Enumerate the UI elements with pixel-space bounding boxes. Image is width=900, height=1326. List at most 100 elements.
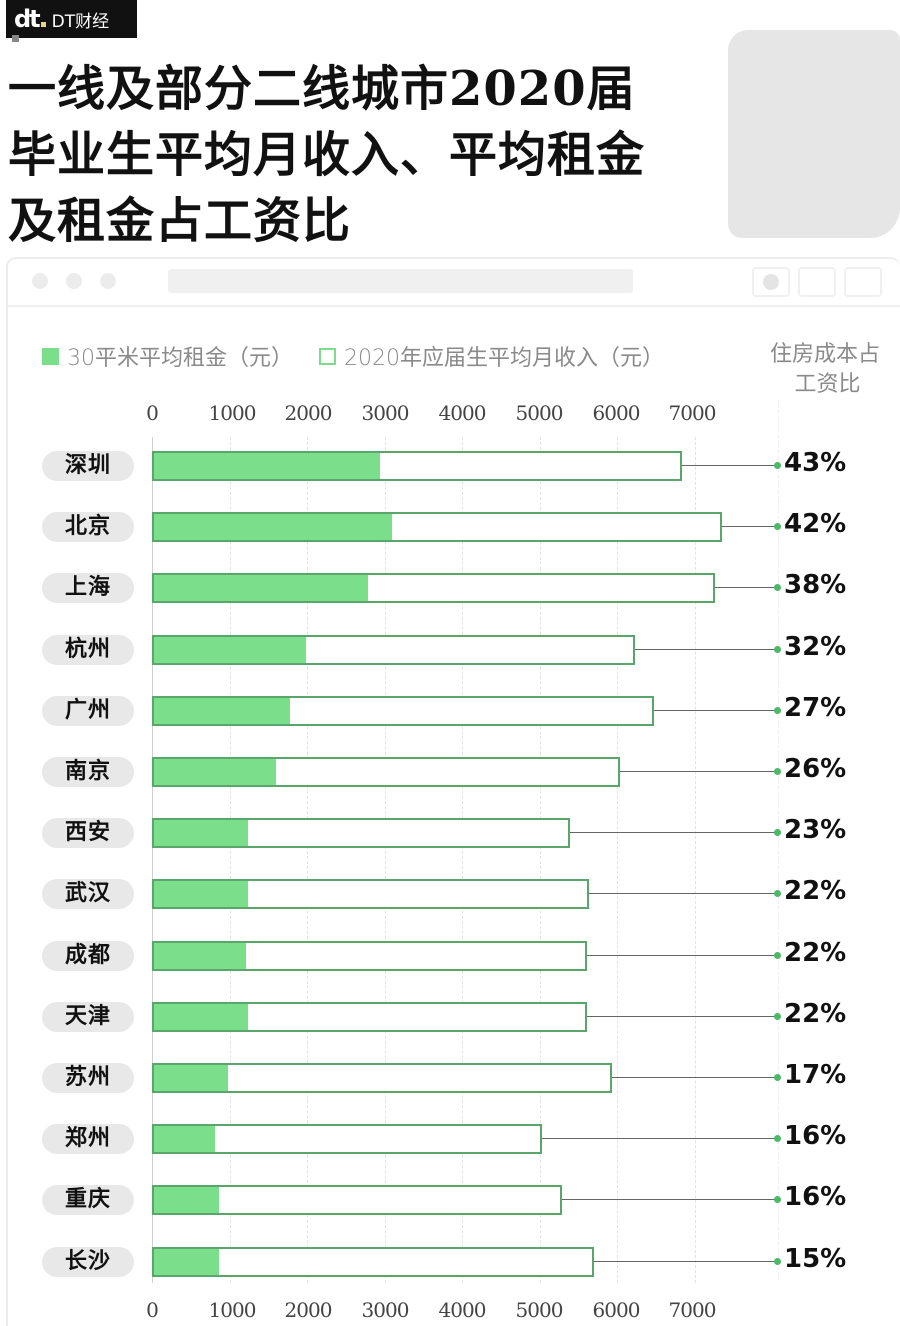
ratio-value: 43% [784, 448, 847, 478]
ratio-value: 16% [784, 1182, 847, 1213]
filled-square-icon [42, 347, 59, 365]
leader-line [611, 1077, 776, 1078]
leader-line [586, 954, 776, 956]
leader-line [589, 893, 776, 895]
axis-tick: 3000 [361, 401, 410, 425]
rent-bar [154, 881, 249, 908]
leader-dot-icon [774, 890, 781, 898]
maximize-window-icon[interactable] [100, 273, 116, 289]
income-bar [152, 1124, 542, 1155]
leader-line [682, 465, 776, 466]
bar-row: 杭州 32% [0, 631, 900, 666]
rent-bar [154, 1187, 219, 1214]
axis-tick: 2000 [284, 401, 333, 425]
bar-row: 南京 26% [0, 754, 900, 788]
y-axis-baseline [152, 437, 153, 1283]
city-label: 重庆 [42, 1185, 134, 1216]
rent-bar [154, 1003, 249, 1030]
title-line-2: 毕业生平均月收入、平均租金 [8, 127, 646, 183]
leader-dot-icon [774, 768, 781, 775]
rent-bar [154, 697, 290, 724]
ratio-value: 22% [784, 876, 847, 907]
leader-dot-icon [774, 1012, 781, 1020]
ratio-value: 32% [784, 631, 847, 662]
bar-row: 上海 38% [0, 570, 900, 604]
city-label: 广州 [42, 695, 134, 726]
title-line-3: 及租金占工资比 [8, 193, 352, 249]
bar-row: 北京 42% [0, 509, 900, 543]
gridline [617, 437, 618, 1283]
leader-line [715, 587, 776, 589]
city-label: 上海 [42, 573, 134, 604]
income-bar [152, 1246, 594, 1277]
leader-line [569, 832, 776, 834]
minimize-window-icon[interactable] [66, 273, 82, 289]
axis-tick: 2000 [284, 1298, 333, 1322]
ratio-value: 23% [784, 815, 847, 846]
leader-dot-icon [774, 1135, 781, 1143]
axis-tick: 7000 [668, 1298, 717, 1322]
city-label: 成都 [42, 940, 134, 971]
gridline [307, 437, 308, 1283]
redacted-area [728, 30, 900, 238]
bar-row: 长沙 15% [0, 1243, 900, 1278]
city-label: 深圳 [42, 451, 134, 481]
ratio-value: 22% [784, 937, 847, 968]
gridline [540, 437, 541, 1283]
close-window-icon[interactable] [32, 273, 48, 289]
gridline [462, 437, 463, 1283]
record-icon [763, 274, 779, 290]
leader-dot-icon [774, 1196, 781, 1204]
leader-line [593, 1260, 776, 1262]
bar-row: 广州 27% [0, 692, 900, 727]
legend-income-label: 2020年应届生平均月收入（元） [344, 346, 664, 371]
ratio-guide-line [778, 400, 779, 1280]
bar-row: 苏州 17% [0, 1060, 900, 1094]
axis-tick: 1000 [208, 401, 257, 425]
x-axis-bottom: 0 1000 2000 3000 4000 5000 6000 7000 [0, 1298, 900, 1324]
axis-tick: 6000 [592, 401, 641, 425]
city-label: 杭州 [42, 634, 134, 665]
city-label: 苏州 [42, 1063, 134, 1093]
ratio-value: 22% [784, 998, 847, 1029]
rent-bar [154, 514, 393, 541]
leader-line [654, 709, 776, 711]
leader-dot-icon [774, 951, 781, 959]
home-button[interactable] [798, 267, 836, 297]
bar-row: 西安 23% [0, 815, 900, 849]
chart-legend: 30平米平均租金（元） 2020年应届生平均月收入（元） [42, 340, 690, 372]
axis-tick: 5000 [515, 1298, 564, 1322]
city-label: 天津 [42, 1001, 134, 1032]
leader-line [561, 1199, 776, 1201]
legend-rent-label: 30平米平均租金（元） [67, 346, 293, 371]
address-bar[interactable] [168, 269, 633, 293]
bar-row: 成都 22% [0, 937, 900, 972]
gridline [385, 437, 386, 1283]
city-label: 武汉 [42, 879, 134, 910]
legend-item-rent: 30平米平均租金（元） [42, 340, 293, 372]
axis-tick: 1000 [208, 1298, 257, 1322]
record-button[interactable] [752, 267, 790, 297]
bar-row: 武汉 22% [0, 876, 900, 910]
bar-row: 重庆 16% [0, 1182, 900, 1216]
ratio-value: 38% [784, 570, 847, 601]
ratio-value: 15% [784, 1243, 847, 1274]
rent-bar [154, 636, 307, 663]
rent-bar [154, 1126, 215, 1153]
city-label: 南京 [42, 757, 134, 787]
rent-bar [154, 942, 246, 969]
leader-dot-icon [774, 584, 781, 592]
axis-tick: 0 [146, 1298, 159, 1322]
logo-corner-marker [12, 35, 19, 42]
menu-button[interactable] [844, 267, 882, 297]
city-label: 西安 [42, 818, 134, 849]
leader-dot-icon [774, 1257, 781, 1265]
axis-tick: 4000 [438, 1298, 487, 1322]
axis-tick: 0 [146, 401, 159, 425]
leader-dot-icon [774, 829, 781, 837]
axis-tick: 3000 [361, 1298, 410, 1322]
ratio-value: 27% [784, 692, 847, 723]
chart-title: 一线及部分二线城市2020届 毕业生平均月收入、平均租金 及租金占工资比 [8, 56, 708, 254]
axis-tick: 4000 [438, 401, 487, 425]
ratio-header-line-1: 住房成本占 [769, 342, 880, 367]
